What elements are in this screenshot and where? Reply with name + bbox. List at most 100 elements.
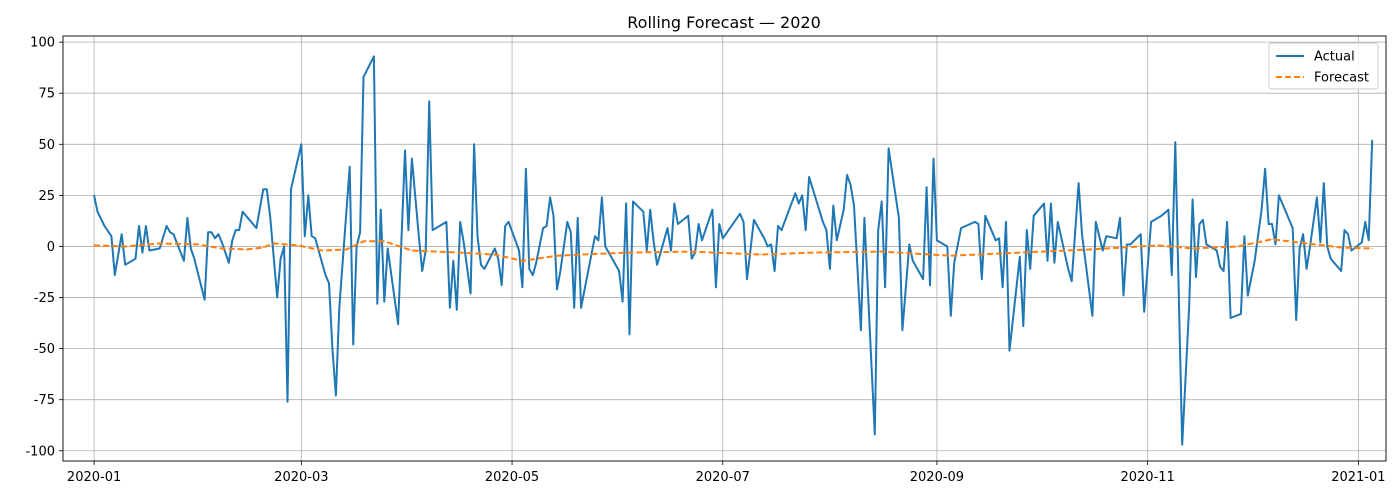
data-point <box>1181 444 1183 446</box>
data-point <box>521 286 524 288</box>
data-point <box>1271 223 1273 225</box>
data-point <box>383 240 385 242</box>
data-point <box>521 260 524 262</box>
data-point <box>480 264 482 266</box>
data-point <box>1091 315 1093 317</box>
data-point <box>494 254 496 256</box>
data-point <box>110 235 112 237</box>
data-point <box>311 235 313 237</box>
data-point <box>463 241 465 243</box>
data-point <box>141 252 143 254</box>
data-point <box>335 395 337 397</box>
data-point <box>715 286 717 288</box>
data-point <box>324 274 327 276</box>
data-point <box>936 239 938 241</box>
data-point <box>1088 248 1090 251</box>
data-point <box>328 282 330 284</box>
data-point <box>1202 219 1204 221</box>
data-point <box>908 243 910 245</box>
data-point <box>843 209 845 211</box>
data-point <box>691 258 693 260</box>
data-point <box>577 217 579 219</box>
data-point <box>1095 221 1097 223</box>
data-point <box>124 264 126 266</box>
data-point <box>953 262 955 264</box>
data-point <box>1347 233 1349 235</box>
data-point <box>1005 221 1007 223</box>
data-point <box>1022 325 1024 327</box>
data-point <box>445 221 447 223</box>
data-point <box>276 296 278 299</box>
data-point <box>93 194 95 196</box>
data-point <box>1078 182 1080 184</box>
data-point <box>476 235 479 237</box>
data-point <box>998 237 1000 239</box>
data-point <box>622 301 624 303</box>
data-point <box>995 239 997 241</box>
data-point <box>984 215 986 217</box>
legend: Actual Forecast <box>1268 42 1379 90</box>
data-point <box>1219 266 1221 268</box>
data-point <box>121 233 123 235</box>
data-point <box>321 249 323 252</box>
data-point <box>798 202 800 205</box>
data-point <box>559 270 562 272</box>
data-point <box>1230 317 1232 319</box>
data-point <box>1371 247 1373 250</box>
data-point <box>532 274 534 276</box>
data-point <box>421 270 423 272</box>
data-point <box>618 270 620 272</box>
data-point <box>860 329 862 331</box>
data-point <box>1278 194 1280 196</box>
data-point <box>881 251 883 253</box>
data-point <box>666 227 669 229</box>
data-point <box>1150 221 1152 223</box>
legend-label-forecast: Forecast <box>1314 71 1369 86</box>
data-point <box>145 225 147 227</box>
data-point <box>269 217 271 219</box>
data-point <box>525 168 527 170</box>
x-tick-label: 2021-01 <box>1331 470 1385 485</box>
data-point <box>760 254 762 256</box>
data-point <box>1198 223 1201 225</box>
data-point <box>1174 141 1176 143</box>
y-tick-label: 0 <box>47 240 55 255</box>
data-point <box>739 213 741 215</box>
data-point <box>300 143 302 145</box>
data-point <box>470 292 472 295</box>
data-point <box>673 202 676 205</box>
data-point <box>1330 258 1332 260</box>
y-tick-labels: 100 75 50 25 0 -25 -50 -75 -100 <box>25 36 63 459</box>
data-point <box>556 255 558 257</box>
data-point <box>204 299 206 301</box>
data-point <box>628 333 631 335</box>
data-point <box>874 433 876 435</box>
data-point <box>794 192 796 194</box>
data-point <box>542 227 544 229</box>
data-point <box>946 245 948 248</box>
data-point <box>687 215 689 217</box>
data-point <box>473 143 475 145</box>
data-point <box>159 247 161 250</box>
data-point <box>1299 247 1301 250</box>
data-point <box>283 245 285 248</box>
data-point <box>570 231 572 233</box>
data-point <box>780 229 783 231</box>
data-point <box>449 307 451 309</box>
data-point <box>1116 237 1118 239</box>
data-point <box>418 235 420 237</box>
data-point <box>1274 243 1277 245</box>
x-tick-label: 2020-05 <box>485 470 539 485</box>
data-point <box>314 237 316 239</box>
data-point <box>1361 241 1363 243</box>
data-point <box>718 223 720 225</box>
data-point <box>1192 247 1194 250</box>
y-tick-label: 100 <box>30 36 55 51</box>
data-point <box>345 248 347 251</box>
data-point <box>753 219 755 221</box>
y-tick-label: 25 <box>38 189 55 204</box>
plot-frame <box>62 35 1387 462</box>
data-point <box>774 270 776 272</box>
data-point <box>124 245 126 248</box>
data-point <box>528 268 530 270</box>
